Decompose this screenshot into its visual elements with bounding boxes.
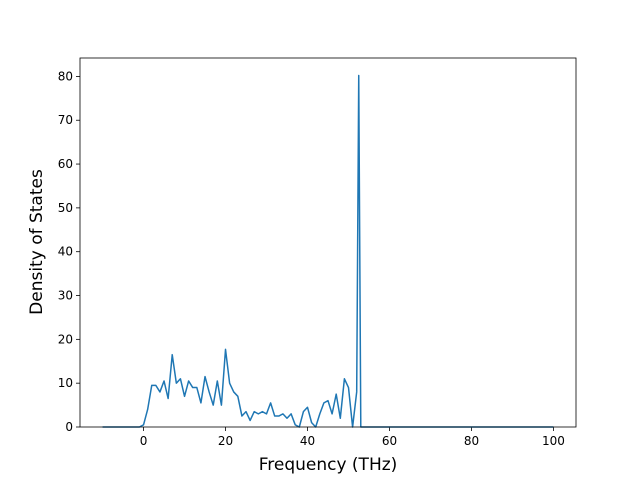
x-tick-label: 40 [300, 434, 315, 448]
y-axis-label: Density of States [27, 169, 47, 315]
y-tick-label: 80 [58, 69, 73, 83]
y-tick-label: 20 [58, 332, 73, 346]
y-tick-label: 30 [58, 289, 73, 303]
x-axis-label: Frequency (THz) [259, 455, 398, 475]
x-tick-label: 80 [464, 434, 479, 448]
y-tick-label: 40 [58, 245, 73, 259]
x-tick-label: 20 [218, 434, 233, 448]
x-tick-label: 0 [140, 434, 148, 448]
y-tick-label: 70 [58, 113, 73, 127]
line [102, 74, 554, 428]
y-tick-label: 10 [58, 376, 73, 390]
plot-frame [79, 57, 577, 428]
y-tick-label: 0 [65, 420, 73, 434]
x-tick-label: 100 [542, 434, 565, 448]
x-tick-label: 60 [382, 434, 397, 448]
y-tick-label: 60 [58, 157, 73, 171]
y-tick-label: 50 [58, 201, 73, 215]
